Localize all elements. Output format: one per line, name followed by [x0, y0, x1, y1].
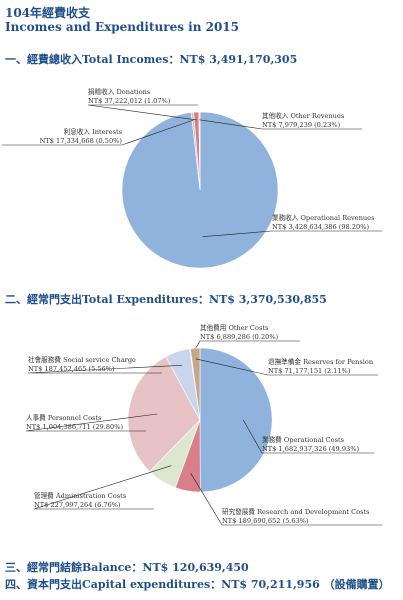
slice-label-social-service-charge: 社會服務費 Social service Charge [28, 355, 136, 364]
slice-value-reserves-for-pension: NT$ 71,177,151 (2.11%) [268, 367, 351, 375]
slice-label-interests: 利息收入 Interests [64, 127, 123, 136]
expenditures-heading: 二、經常門支出Total Expenditures：NT$ 3,370,530,… [5, 293, 327, 306]
slice-value-operational-costs: NT$ 1,682,937,326 (49.93%) [262, 445, 360, 453]
slice-value-donations: NT$ 37,222,012 (1.07%) [88, 97, 171, 105]
leader-line-administration-costs [33, 465, 172, 510]
slice-value-research-and-development-costs: NT$ 189,690,652 (5.63%) [222, 517, 309, 525]
slice-label-donations: 捐贈收入 Donations [88, 87, 151, 96]
page-title-en: Incomes and Expenditures in 2015 [5, 20, 239, 34]
pie-slice-operational-costs [199, 347, 273, 493]
capital-heading: 四、資本門支出Capital expenditures：NT$ 70,211,9… [5, 578, 390, 591]
incomes-heading: 一、經費總收入Total Incomes：NT$ 3,491,170,305 [5, 53, 298, 66]
slice-label-other-costs: 其他費用 Other Costs [200, 323, 269, 332]
slice-label-other-revenues: 其他收入 Other Revenues [262, 111, 345, 120]
slice-label-personnel-costs: 人事費 Personnel Costs [26, 413, 102, 422]
slice-value-administration-costs: NT$ 227,997,264 (6.76%) [34, 501, 121, 509]
slice-value-operational-revenues: NT$ 3,428,634,386 (98.20%) [272, 223, 370, 231]
leader-line-interests [2, 119, 194, 146]
slice-value-interests: NT$ 17,334,668 (0.50%) [40, 137, 123, 145]
leader-line-social-service-charge [27, 365, 182, 374]
slice-value-personnel-costs: NT$ 1,004,386,711 (29.80%) [26, 423, 124, 431]
slice-label-operational-costs: 業務費 Operational Costs [262, 435, 345, 444]
slice-value-other-costs: NT$ 6,889,286 (0.20%) [200, 333, 279, 341]
slice-value-other-revenues: NT$ 7,979,239 (0.23%) [262, 121, 341, 129]
leader-line-operational-revenues [202, 230, 382, 237]
leader-line-research-and-development-costs [190, 473, 382, 526]
slice-label-operational-revenues: 業務收入 Operational Revenues [272, 213, 375, 222]
leader-line-personnel-costs [25, 413, 158, 432]
leader-line-other-revenues [199, 119, 362, 130]
pie-slice-reserves-for-pension [190, 347, 201, 421]
slice-label-reserves-for-pension: 退撫準備金 Reserves for Pension [268, 357, 374, 366]
leader-line-reserves-for-pension [195, 358, 378, 376]
slice-value-social-service-charge: NT$ 187,452,465 (5.56%) [28, 365, 115, 373]
pie-slice-other-revenues [198, 111, 201, 191]
slice-label-research-and-development-costs: 研究發展費 Research and Development Costs [222, 507, 370, 516]
page-title-zh: 104年經費收支 [5, 6, 91, 20]
slice-label-administration-costs: 管理費 Administration Costs [34, 491, 127, 500]
leader-line-operational-costs [242, 419, 374, 454]
leader-line-donations [87, 104, 198, 121]
balance-heading: 三、經常門結餘Balance：NT$ 120,639,450 [5, 561, 249, 574]
pie-slice-personnel-costs [127, 356, 201, 472]
